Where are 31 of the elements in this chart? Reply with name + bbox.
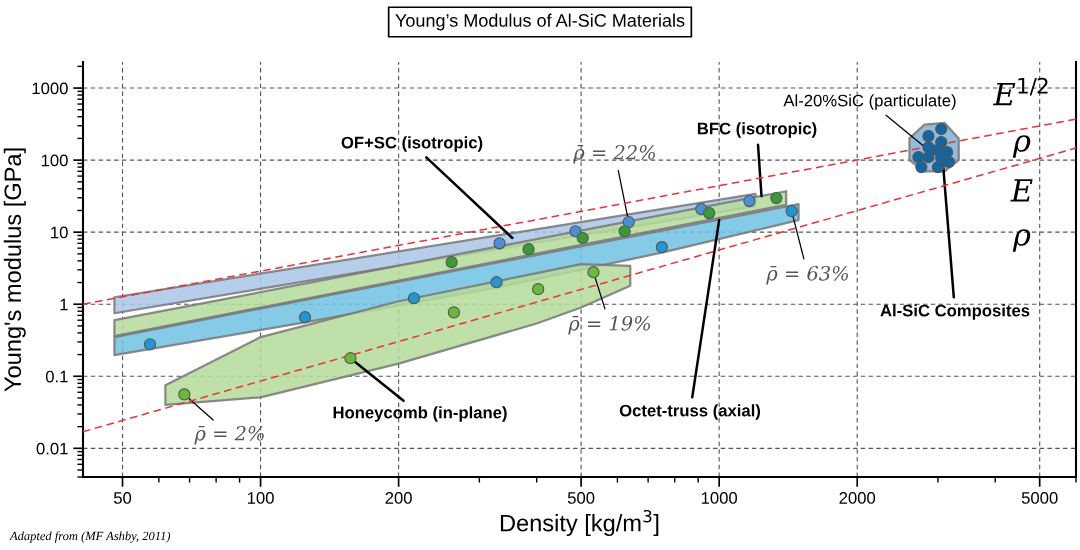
annotation: ρ̄ = 22% bbox=[573, 144, 656, 164]
chart-title: Young’s Modulus of Al-SiC Materials bbox=[395, 13, 685, 31]
annotation: BFC (isotropic) bbox=[697, 122, 817, 138]
annotation: E$^{1/2}$ bbox=[992, 77, 1048, 106]
annotation: OF+SC (isotropic) bbox=[341, 136, 483, 152]
y-axis-title: Young's modulus [GPa] bbox=[3, 148, 26, 392]
y-tick-label: 10 bbox=[51, 226, 68, 239]
annotation: Al-20%SiC (particulate) bbox=[783, 94, 956, 110]
annotation: Honeycomb (in-plane) bbox=[333, 406, 507, 422]
annotation: ρ̄ = 63% bbox=[766, 265, 849, 285]
x-tick-label: 5000 bbox=[1021, 492, 1058, 504]
y-tick-label: 0.1 bbox=[45, 370, 68, 383]
annotation: Octet-truss (axial) bbox=[619, 404, 761, 420]
x-tick-label: 1000 bbox=[701, 492, 738, 504]
x-tick-label: 50 bbox=[113, 492, 132, 504]
annotation: ρ bbox=[1012, 135, 1031, 158]
y-tick-label: 0.01 bbox=[36, 442, 68, 455]
x-tick-label: 100 bbox=[247, 492, 274, 504]
y-tick-label: 1 bbox=[60, 298, 68, 311]
y-tick-label: 1000 bbox=[32, 82, 68, 95]
annotation: ρ̄ = 2% bbox=[194, 425, 264, 445]
annotation: Al-SiC Composites bbox=[880, 304, 1030, 320]
annotation: ρ bbox=[1012, 229, 1031, 252]
annotation: ρ̄ = 19% bbox=[568, 315, 651, 335]
annotation: E bbox=[1010, 179, 1033, 202]
text: Adapted from (MF Ashby, 2011) bbox=[9, 531, 171, 543]
x-tick-label: 500 bbox=[567, 492, 595, 504]
x-tick-label: 2000 bbox=[839, 492, 876, 504]
x-axis-title: Density [kg/m$^{3}$] bbox=[500, 509, 659, 537]
y-tick-label: 100 bbox=[41, 154, 68, 167]
x-tick-label: 200 bbox=[385, 492, 412, 504]
